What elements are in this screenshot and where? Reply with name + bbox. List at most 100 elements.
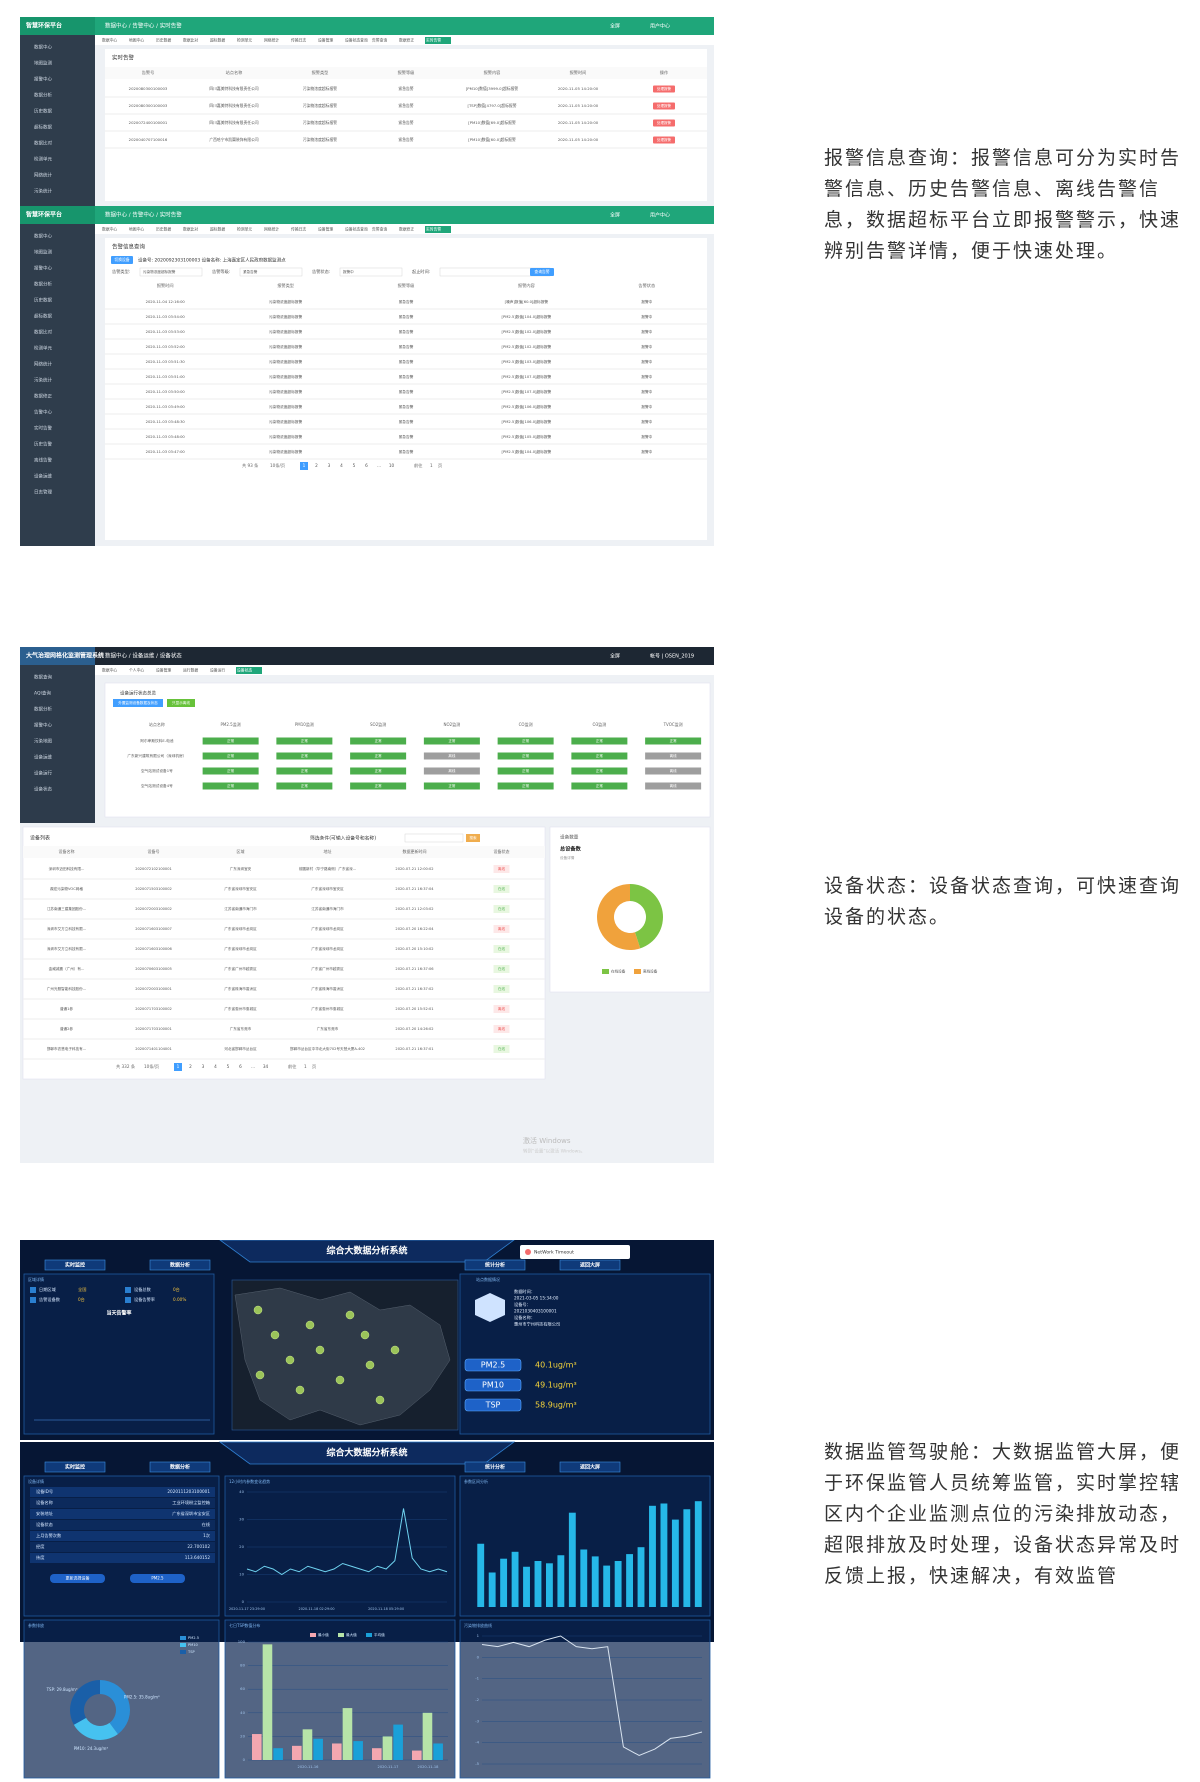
nav-label[interactable]: 返回大屏 (580, 1464, 600, 1471)
user-menu[interactable]: 用户中心 (650, 23, 670, 30)
tab[interactable]: 地图中心 (129, 227, 144, 232)
menu-item[interactable]: 超标数据 (34, 124, 52, 131)
tab[interactable]: 数据修正 (399, 38, 414, 43)
tab[interactable]: 设备运行 (210, 668, 225, 673)
action-label[interactable]: 处理报警 (657, 86, 671, 91)
page-number[interactable]: ... (377, 463, 381, 468)
menu-item[interactable]: AQI查询 (34, 690, 51, 697)
switch-button[interactable] (111, 256, 133, 264)
menu-item[interactable]: 网络统计 (34, 361, 52, 368)
page-number[interactable]: 5 (353, 463, 356, 468)
page-number[interactable]: 2 (315, 463, 318, 468)
menu-item[interactable]: 数据比对 (34, 140, 52, 147)
menu-item[interactable]: 检测单元 (34, 345, 52, 352)
toggle-button[interactable] (113, 699, 163, 707)
tab[interactable]: 历史数据 (156, 227, 171, 232)
tab[interactable]: 传输日志 (291, 38, 306, 43)
search-button[interactable] (466, 834, 480, 842)
action-label[interactable]: 处理报警 (657, 137, 671, 142)
toggle-label[interactable]: 外置监测设备数据及状态 (118, 700, 158, 705)
menu-item[interactable]: 污染统计 (34, 188, 52, 195)
menu-item[interactable]: 设备运行 (34, 770, 52, 777)
menu-item[interactable]: 日志管理 (34, 489, 52, 496)
tab[interactable]: 历史数据 (156, 38, 171, 43)
tab[interactable]: 设备状态 (237, 668, 252, 673)
menu-item[interactable]: 历史数据 (34, 108, 52, 115)
menu-item[interactable]: 数据修正 (34, 393, 52, 400)
action-label[interactable]: 处理报警 (657, 103, 671, 108)
menu-item[interactable]: 设备状态 (34, 786, 52, 793)
user-menu[interactable]: 帐号 | OSEN_2019 (650, 653, 694, 660)
tab[interactable]: 数据中心 (102, 38, 117, 43)
tab[interactable]: 数据修正 (399, 227, 414, 232)
query-button[interactable] (530, 268, 554, 276)
query-label[interactable]: 查询告警 (534, 269, 549, 274)
tab[interactable]: 传输日志 (291, 227, 306, 232)
nav-button[interactable] (149, 1461, 211, 1473)
nav-button[interactable] (559, 1461, 621, 1473)
user-menu[interactable]: 用户中心 (650, 212, 670, 219)
menu-item[interactable]: 地图监测 (34, 60, 52, 67)
toggle-button[interactable] (167, 699, 195, 707)
page-number[interactable]: 1 (177, 1064, 180, 1069)
page-number[interactable]: 4 (214, 1064, 217, 1069)
page-size[interactable]: 10条/页 (144, 1063, 159, 1070)
tab[interactable]: 告警查询 (372, 227, 387, 232)
menu-item[interactable]: 数据中心 (34, 44, 52, 51)
nav-button[interactable] (44, 1259, 106, 1271)
action-button[interactable] (653, 136, 675, 144)
menu-item[interactable]: 网络统计 (34, 172, 52, 179)
nav-button[interactable] (464, 1259, 526, 1271)
menu-item[interactable]: 地图监测 (34, 249, 52, 256)
tab[interactable]: 设备状态查询 (345, 38, 368, 43)
tab[interactable]: 实时告警 (426, 38, 441, 43)
switch-label[interactable]: 切换设备 (114, 257, 129, 262)
menu-item[interactable]: 数据分析 (34, 706, 52, 713)
menu-item[interactable]: 污染统计 (34, 377, 52, 384)
menu-item[interactable]: 设备运维 (34, 473, 52, 480)
page-number[interactable]: 5 (227, 1064, 230, 1069)
menu-item[interactable]: 设备运维 (34, 754, 52, 761)
nav-button[interactable] (559, 1259, 621, 1271)
nav-label[interactable]: 数据分析 (170, 1262, 190, 1269)
page-number[interactable]: 3 (328, 463, 331, 468)
menu-item[interactable]: 数据比对 (34, 329, 52, 336)
menu-item[interactable]: 数据分析 (34, 281, 52, 288)
action-label[interactable]: 处理报警 (657, 120, 671, 125)
page-number[interactable]: 1 (303, 463, 306, 468)
menu-item[interactable]: 报警中心 (34, 265, 52, 272)
page-number[interactable]: 6 (365, 463, 368, 468)
page-number[interactable]: 34 (263, 1064, 269, 1069)
tab[interactable]: 网络统计 (264, 227, 279, 232)
tab[interactable]: 超标数据 (210, 227, 225, 232)
search-label[interactable]: 搜索 (469, 835, 477, 840)
nav-label[interactable]: 实时监控 (65, 1262, 85, 1269)
menu-item[interactable]: 历史告警 (34, 441, 52, 448)
tab[interactable]: 数据比对 (183, 38, 198, 43)
fullscreen-button[interactable]: 全屏 (610, 23, 620, 30)
tab[interactable]: 地图中心 (129, 38, 144, 43)
tab[interactable]: 检测单元 (237, 38, 252, 43)
page-number[interactable]: ... (251, 1064, 255, 1069)
tab[interactable]: 网络统计 (264, 38, 279, 43)
tab[interactable]: 告警查询 (372, 38, 387, 43)
tab[interactable]: 超标数据 (210, 38, 225, 43)
tab[interactable]: 个人中心 (129, 668, 144, 673)
nav-button[interactable] (464, 1461, 526, 1473)
info-button-label[interactable]: 更新选择设备 (66, 1575, 90, 1581)
filter-input[interactable] (339, 267, 403, 277)
page-number[interactable]: 10 (389, 463, 395, 468)
tab[interactable]: 运行数据 (183, 668, 198, 673)
nav-label[interactable]: 实时监控 (65, 1464, 85, 1471)
menu-item[interactable]: 污染地图 (34, 738, 52, 745)
page-number[interactable]: 6 (239, 1064, 242, 1069)
tab[interactable]: 设备管理 (318, 227, 333, 232)
menu-item[interactable]: 数据分析 (34, 92, 52, 99)
nav-button[interactable] (44, 1461, 106, 1473)
page-size[interactable]: 10条/页 (270, 462, 285, 469)
nav-label[interactable]: 统计分析 (485, 1464, 505, 1471)
info-button-label[interactable]: PM2.5 (151, 1576, 164, 1581)
tab[interactable]: 数据中心 (102, 668, 117, 673)
fullscreen-button[interactable]: 全屏 (610, 653, 620, 660)
nav-button[interactable] (149, 1259, 211, 1271)
